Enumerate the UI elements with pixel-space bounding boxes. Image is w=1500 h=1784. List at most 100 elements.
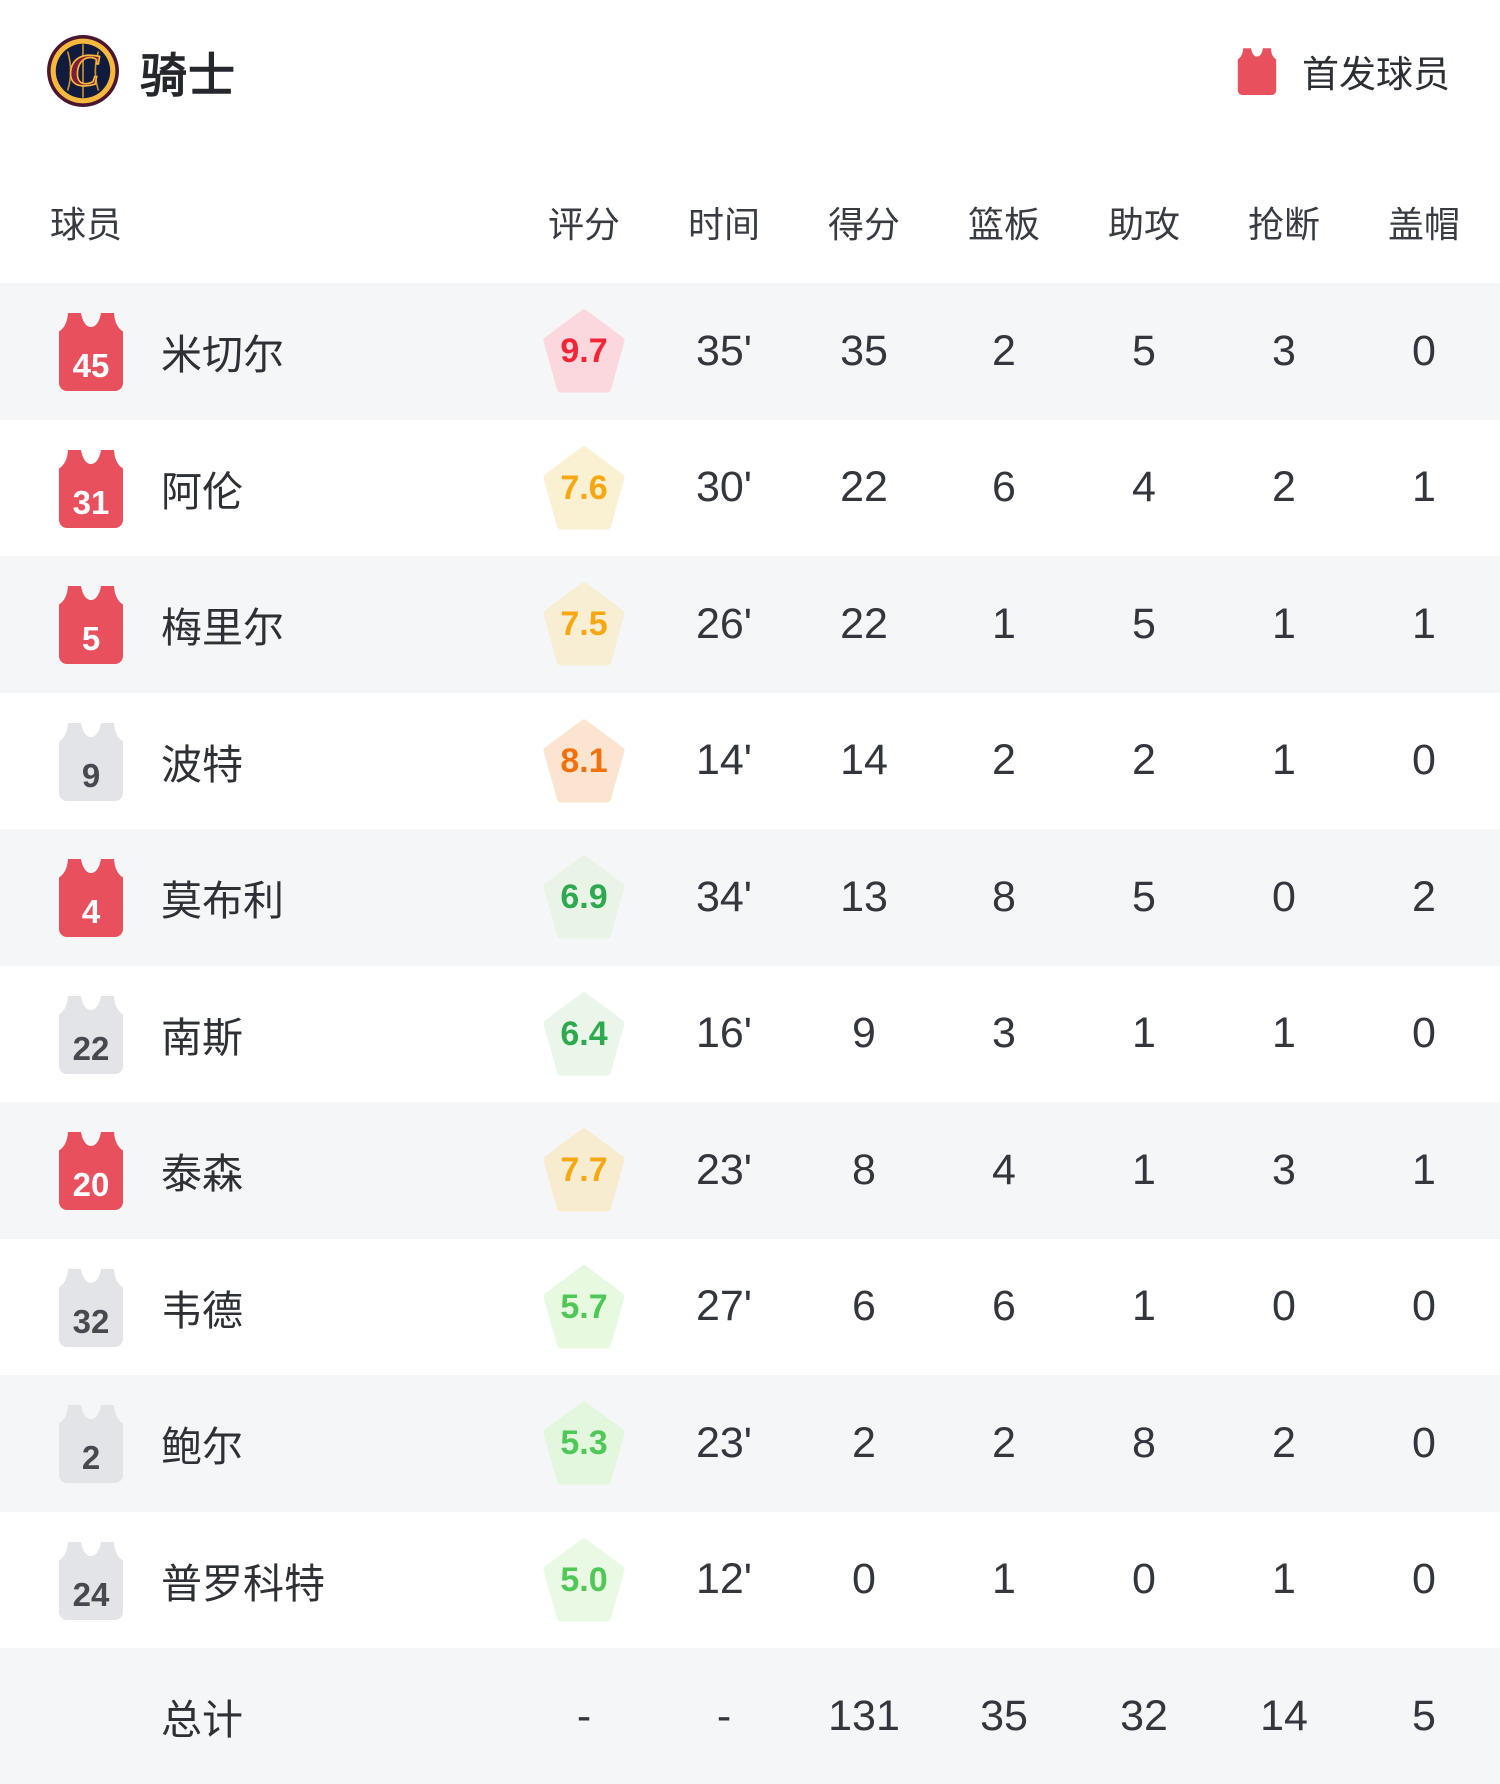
rating-cell: 7.6: [514, 445, 654, 531]
bench-jersey-icon: 2: [54, 1403, 128, 1484]
bench-jersey-icon: 9: [54, 721, 128, 801]
rating-badge: 7.7: [543, 1127, 625, 1213]
rebounds-value: 8: [992, 872, 1016, 921]
rating-value: 5.3: [560, 1424, 608, 1463]
player-row[interactable]: 20 泰森 7.7 23' 8 4 1 3 1: [0, 1102, 1500, 1239]
points-value: 6: [852, 1282, 876, 1331]
player-row[interactable]: 45 米切尔 9.7 35' 35 2 5 3 0: [0, 283, 1500, 420]
rating-pentagon-icon: [543, 1538, 625, 1622]
rating-pentagon-icon: [543, 1401, 625, 1485]
rating-cell: 6.4: [514, 991, 654, 1077]
player-row[interactable]: 31 阿伦 7.6 30' 22 6 4 2 1: [0, 419, 1500, 556]
player-cell: 20 泰森: [0, 1130, 514, 1211]
rebounds-value: 6: [992, 1282, 1016, 1331]
assists-value: 1: [1132, 1145, 1156, 1194]
team-logo-icon: C: [47, 35, 119, 107]
player-name: 南斯: [161, 1014, 243, 1061]
player-row[interactable]: 4 莫布利 6.9 34' 13 8 5 0 2: [0, 829, 1500, 966]
rating-cell: 7.5: [514, 581, 654, 667]
rebounds-value: 2: [992, 326, 1016, 375]
player-row[interactable]: 32 韦德 5.7 27' 6 6 1 0 0: [0, 1238, 1500, 1375]
jersey-number: 4: [81, 893, 101, 931]
starter-jersey-icon: 31: [54, 448, 128, 528]
rating-value: 5.7: [560, 1287, 608, 1326]
jersey-number: 9: [81, 756, 101, 794]
rating-badge: 6.4: [543, 991, 625, 1077]
minutes-value: 35': [695, 326, 753, 375]
blocks-value: 1: [1412, 1145, 1436, 1194]
bench-jersey-icon: 24: [54, 1540, 128, 1620]
jersey-number: 24: [72, 1575, 110, 1613]
rating-value: 5.0: [560, 1560, 608, 1599]
rebounds-value: 1: [992, 599, 1016, 648]
rating-pentagon-icon: [543, 992, 625, 1076]
rating-badge: 9.7: [543, 308, 625, 394]
player-row[interactable]: 24 普罗科特 5.0 12' 0 1 0 1 0: [0, 1511, 1500, 1648]
minutes-value: 23': [695, 1418, 753, 1467]
points-value: 2: [852, 1418, 876, 1467]
blocks-value: 0: [1412, 1282, 1436, 1331]
rating-pentagon-icon: [543, 855, 625, 939]
blocks-value: 1: [1412, 463, 1436, 512]
rating-pentagon-icon: [543, 719, 625, 803]
player-row[interactable]: 9 波特 8.1 14' 14 2 2 1 0: [0, 692, 1500, 829]
total-blocks: 5: [1412, 1691, 1436, 1740]
starter-jersey-icon: 45: [54, 311, 128, 392]
rating-value: 6.4: [560, 1014, 608, 1053]
column-header-assists: 助攻: [1107, 203, 1180, 245]
total-assists: 32: [1120, 1691, 1168, 1740]
blocks-value: 0: [1412, 736, 1436, 785]
starter-legend: 首发球员: [1234, 44, 1450, 98]
minutes-value: 23': [695, 1145, 753, 1194]
bench-jersey-icon: 22: [54, 994, 128, 1074]
svg-text:C: C: [69, 45, 100, 95]
rating-pentagon-icon: [543, 1128, 625, 1212]
player-row[interactable]: 5 梅里尔 7.5 26' 22 1 5 1 1: [0, 556, 1500, 693]
minutes-value: 27': [695, 1282, 753, 1331]
rating-pentagon-icon: [543, 1265, 625, 1349]
jersey-number: 20: [72, 1166, 110, 1204]
starter-jersey-icon: 4: [54, 857, 128, 938]
rebounds-value: 4: [992, 1145, 1016, 1194]
player-cell: 45 米切尔: [0, 311, 514, 392]
column-header-points: 得分: [827, 203, 900, 245]
assists-value: 5: [1132, 872, 1156, 921]
assists-value: 5: [1132, 326, 1156, 375]
total-minutes: -: [716, 1691, 732, 1740]
assists-value: 1: [1132, 1282, 1156, 1331]
rating-value: 7.5: [560, 605, 608, 644]
blocks-value: 0: [1412, 1418, 1436, 1467]
rebounds-value: 6: [992, 463, 1016, 512]
player-cell: 2 鲍尔: [0, 1403, 514, 1484]
assists-value: 1: [1132, 1009, 1156, 1058]
column-header-player: 球员: [50, 203, 123, 245]
blocks-value: 2: [1412, 872, 1436, 921]
assists-value: 8: [1132, 1418, 1156, 1467]
player-cell: 31 阿伦: [0, 448, 514, 528]
starter-legend-label: 首发球员: [1302, 54, 1450, 95]
player-name: 鲍尔: [161, 1424, 243, 1471]
steals-value: 1: [1272, 736, 1296, 785]
team-info: C 骑士: [46, 34, 236, 108]
player-row[interactable]: 22 南斯 6.4 16' 9 3 1 1 0: [0, 965, 1500, 1102]
player-name: 梅里尔: [161, 605, 284, 652]
rating-pentagon-icon: [543, 309, 625, 393]
rating-badge: 5.3: [543, 1400, 625, 1486]
jersey-number: 2: [81, 1439, 101, 1477]
rebounds-value: 3: [992, 1009, 1016, 1058]
steals-value: 1: [1272, 599, 1296, 648]
starter-jersey-icon: 5: [54, 584, 128, 665]
player-row[interactable]: 2 鲍尔 5.3 23' 2 2 8 2 0: [0, 1375, 1500, 1512]
steals-value: 0: [1272, 1282, 1296, 1331]
jersey-number: 32: [72, 1302, 110, 1340]
rating-value: 9.7: [560, 332, 608, 371]
column-header-rating: 评分: [547, 203, 620, 245]
table-header-row: 球员 评分 时间 得分 篮板 助攻 抢断 盖帽: [0, 160, 1500, 283]
team-name: 骑士: [140, 48, 236, 102]
column-header-rebounds: 篮板: [967, 203, 1040, 245]
bench-jersey-icon: 32: [54, 1267, 128, 1347]
assists-value: 4: [1132, 463, 1156, 512]
steals-value: 2: [1272, 463, 1296, 512]
starter-jersey-icon: 20: [54, 1130, 128, 1211]
rating-badge: 5.7: [543, 1264, 625, 1350]
